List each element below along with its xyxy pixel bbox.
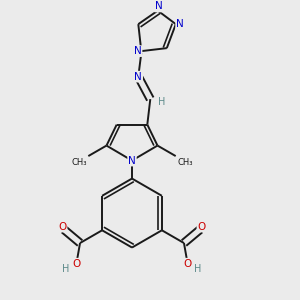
Text: H: H — [194, 264, 202, 274]
Text: O: O — [184, 259, 192, 269]
Text: H: H — [158, 97, 165, 107]
Text: O: O — [58, 221, 67, 232]
Text: N: N — [176, 19, 184, 29]
Text: O: O — [72, 259, 80, 269]
Text: CH₃: CH₃ — [177, 158, 193, 166]
Text: N: N — [134, 46, 142, 56]
Text: CH₃: CH₃ — [71, 158, 87, 166]
Text: N: N — [155, 2, 163, 11]
Text: N: N — [128, 156, 136, 166]
Text: N: N — [134, 72, 142, 82]
Text: H: H — [62, 264, 70, 274]
Text: O: O — [197, 221, 206, 232]
